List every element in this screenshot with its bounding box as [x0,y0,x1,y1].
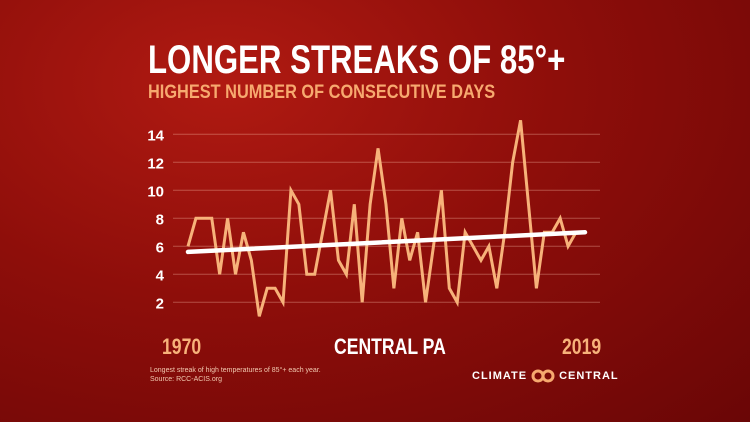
footnote-source: Source: RCC-ACIS.org [150,376,222,383]
logo-rings-icon [531,369,555,383]
logo-text-left: CLIMATE [472,370,528,382]
logo-text-right: CENTRAL [559,370,619,382]
y-tick-label: 10 [147,183,164,200]
y-tick-label: 2 [156,295,164,312]
climate-central-logo: CLIMATE CENTRAL [472,369,619,383]
y-tick-label: 12 [147,155,164,172]
x-start-label: 1970 [162,334,202,359]
y-tick-label: 6 [156,239,164,256]
chart-title: LONGER STREAKS OF 85°+ [148,38,566,82]
region-label: CENTRAL PA [334,334,446,359]
x-end-label: 2019 [562,334,602,359]
data-series-line [186,120,578,317]
y-tick-label: 4 [156,267,165,284]
y-tick-label: 8 [156,211,164,228]
y-tick-label: 14 [147,127,164,144]
footnote-description: Longest streak of high temperatures of 8… [150,367,321,374]
chart-subtitle: HIGHEST NUMBER OF CONSECUTIVE DAYS [148,82,496,103]
trend-line [185,230,588,255]
